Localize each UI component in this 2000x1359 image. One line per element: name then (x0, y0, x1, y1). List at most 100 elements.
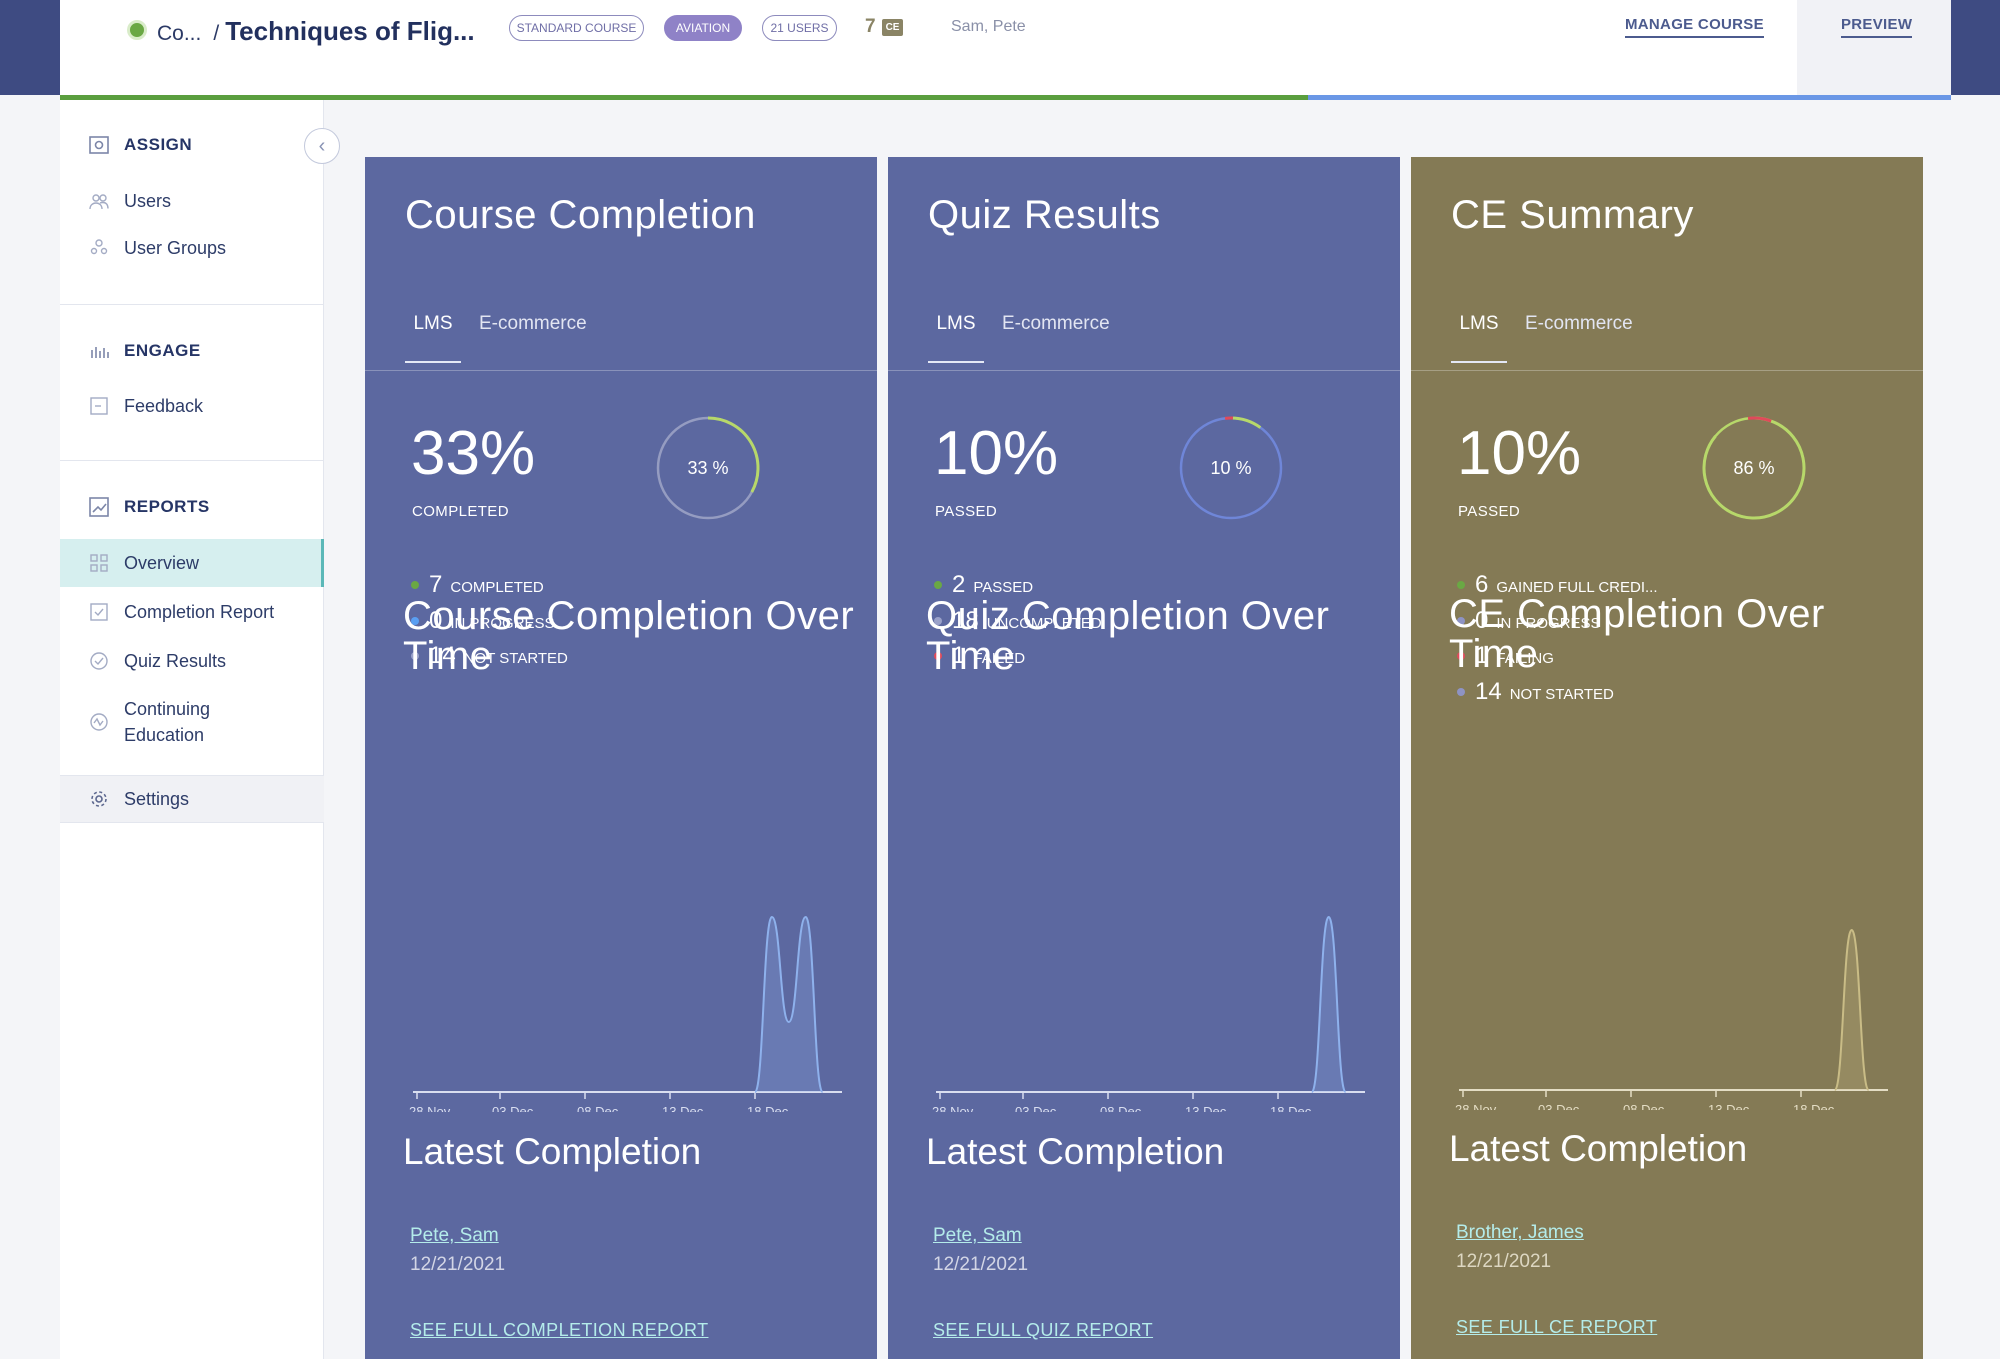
users-icon (89, 194, 109, 210)
latest-completion-title: Latest Completion (1449, 1128, 1748, 1169)
latest-completion-person-link[interactable]: Pete, Sam (933, 1225, 1022, 1246)
sidebar-item-completion-report[interactable]: Completion Report (60, 588, 324, 636)
sidebar-item-label: User Groups (124, 237, 227, 258)
user-groups-icon (90, 239, 108, 255)
sidebar (60, 100, 324, 1359)
legend-row: 14 NOT STARTED (411, 642, 568, 678)
legend-row: 0 IN PROGRESS (1457, 607, 1658, 643)
ce-badge: CE (881, 18, 904, 36)
chart-tick-label: 08 Dec (1100, 1104, 1142, 1112)
tab-ecommerce[interactable]: E-commerce (1525, 313, 1633, 334)
tab-ecommerce[interactable]: E-commerce (479, 313, 587, 334)
pill-users: 21 USERS (762, 15, 837, 41)
sidebar-item-label: Quiz Results (124, 650, 227, 671)
sidebar-item-settings[interactable]: Settings (60, 775, 324, 823)
tab-lms[interactable]: LMS (928, 313, 984, 363)
tab-lms[interactable]: LMS (1451, 313, 1507, 363)
chart-series-line (1833, 928, 1870, 1091)
legend-row: 6 GAINED FULL CREDI... (1457, 571, 1658, 607)
sidebar-divider (60, 304, 324, 305)
donut-chart: 33 % (656, 416, 760, 520)
completion-over-time-chart: 28 Nov 03 Dec 08 Dec 13 Dec 18 Dec (932, 915, 1365, 1112)
sidebar-divider (60, 460, 324, 461)
sidebar-item-label: Users (124, 190, 172, 211)
legend-count: 14 (429, 642, 456, 669)
latest-completion-person-link[interactable]: Pete, Sam (410, 1225, 499, 1246)
legend-label: NOT STARTED (1509, 685, 1614, 703)
section-reports: REPORTS (88, 496, 210, 518)
top-bar (60, 0, 1951, 95)
legend-label: NOT STARTED (463, 650, 568, 667)
full-report-link[interactable]: SEE FULL CE REPORT (1456, 1317, 1658, 1337)
manage-course-link[interactable]: MANAGE COURSE (1625, 16, 1764, 38)
legend-label: IN PROGRESS (450, 614, 555, 632)
card-title: Quiz Results (928, 193, 1161, 237)
course-progress-fill (60, 95, 1309, 100)
tab-lms[interactable]: LMS (405, 313, 461, 363)
donut-arc (707, 416, 760, 493)
status-dot-icon (127, 20, 147, 40)
chart-tick-label: 13 Dec (662, 1104, 704, 1112)
chart-tick-label: 03 Dec (1015, 1104, 1057, 1112)
sidebar-item-user-groups[interactable]: User Groups (60, 224, 324, 272)
preview-link[interactable]: PREVIEW (1841, 16, 1913, 38)
tab-ecommerce[interactable]: E-commerce (1002, 313, 1110, 334)
donut-arc (1230, 416, 1262, 429)
course-authors: Sam, Pete (951, 18, 1026, 35)
legend-row: 1 FAILED (934, 642, 1102, 678)
card-divider (888, 370, 1400, 371)
latest-completion-date: 12/21/2021 (933, 1254, 1029, 1275)
legend-row: 18 UNCOMPLETED (934, 607, 1102, 643)
big-percentage: 10% (934, 419, 1059, 488)
card-tabs: LMS E-commerce (1451, 313, 1633, 363)
completion-report-icon (90, 603, 108, 621)
sidebar-item-label: Overview (124, 552, 200, 573)
sidebar-item-continuing-education[interactable]: Continuing Education (60, 694, 324, 750)
latest-completion-date: 12/21/2021 (410, 1254, 506, 1275)
completion-over-time-chart: 28 Nov 03 Dec 08 Dec 13 Dec 18 Dec (409, 915, 842, 1112)
chart-title: Course Completion Over Time (403, 594, 855, 678)
report-card: CE Summary LMS E-commerce 10% PASSED 86 … (1411, 157, 1923, 1359)
completion-over-time-chart: 28 Nov 03 Dec 08 Dec 13 Dec 18 Dec (1455, 928, 1888, 1110)
legend-row: 0 IN PROGRESS (411, 607, 568, 643)
sidebar-item-users[interactable]: Users (60, 177, 324, 225)
report-card: Course Completion LMS E-commerce 33% COM… (365, 157, 877, 1359)
chart-tick-label: 18 Dec (1270, 1104, 1312, 1112)
card-tabs: LMS E-commerce (928, 313, 1110, 363)
card-divider (365, 370, 877, 371)
legend-dot (1457, 581, 1465, 589)
ce-count: 7 CE (865, 16, 904, 38)
latest-completion-person-link[interactable]: Brother, James (1456, 1222, 1584, 1243)
breadcrumb-parent[interactable]: Co... (157, 22, 202, 45)
quiz-results-icon (90, 652, 108, 670)
legend-dot (411, 581, 419, 589)
chart-area (1311, 917, 1346, 1092)
assign-icon (89, 136, 109, 154)
course-progress-bar (60, 95, 1951, 100)
legend-count: 18 (952, 606, 979, 634)
reports-chart-icon (89, 497, 109, 517)
donut-label: 33 % (687, 458, 728, 478)
legend-label: COMPLETED (450, 579, 544, 596)
card-legend: 7 COMPLETED 0 IN PROGRESS 14 NOT STARTED (411, 571, 568, 678)
preview-tab-background (1797, 0, 1951, 95)
sidebar-item-feedback[interactable]: Feedback (60, 382, 324, 430)
breadcrumb: Co... / Techniques of Flig... (157, 16, 475, 47)
legend-label: FAILED (973, 650, 1026, 667)
card-legend: 6 GAINED FULL CREDI... 0 IN PROGRESS 1 FAILIN… (1457, 571, 1658, 713)
sidebar-item-overview[interactable]: Overview (60, 539, 324, 587)
sidebar-item-quiz-results[interactable]: Quiz Results (60, 637, 324, 685)
legend-label: PASSED (973, 579, 1034, 596)
report-card: Quiz Results LMS E-commerce 10% PASSED 1… (888, 157, 1400, 1359)
chart-area (1834, 930, 1869, 1090)
full-report-link[interactable]: SEE FULL QUIZ REPORT (933, 1320, 1154, 1340)
collapse-sidebar-button[interactable]: ‹ (304, 128, 340, 164)
donut-label: 10 % (1210, 458, 1251, 478)
section-assign-title: ASSIGN (124, 135, 193, 154)
chart-tick-label: 03 Dec (492, 1104, 534, 1112)
big-percentage: 10% (1457, 419, 1582, 488)
full-report-link[interactable]: SEE FULL COMPLETION REPORT (410, 1320, 709, 1340)
chevron-left-icon: ‹ (318, 134, 326, 157)
card-divider (1411, 370, 1923, 371)
course-title: Techniques of Flig... (225, 16, 475, 46)
